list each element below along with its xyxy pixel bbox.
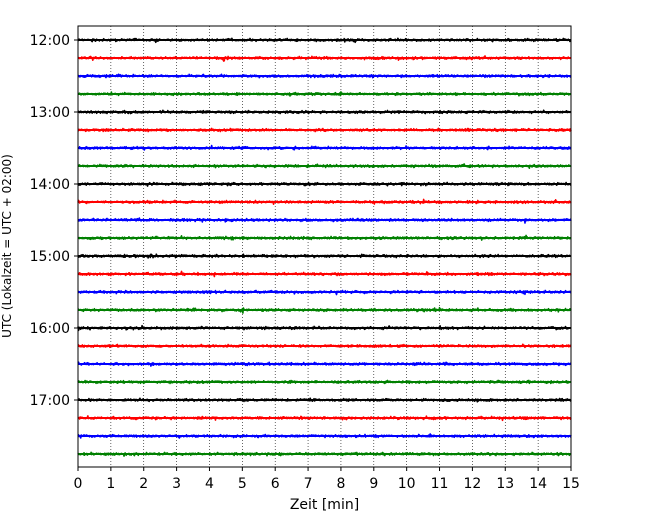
y-axis-label: UTC (Lokalzeit = UTC + 02:00) xyxy=(0,154,14,338)
y-axis: 12:00 13:00 14:00 15:00 16:00 17:00 xyxy=(30,33,78,409)
x-axis: 0 1 2 3 4 5 6 7 8 9 10 11 12 13 14 15 xyxy=(74,467,580,492)
x-tick-label: 9 xyxy=(369,476,378,492)
y-tick-label: 13:00 xyxy=(30,105,70,121)
x-axis-label: Zeit [min] xyxy=(290,497,359,513)
y-tick-label: 15:00 xyxy=(30,249,70,265)
x-tick-label: 6 xyxy=(271,476,280,492)
x-tick-label: 3 xyxy=(172,476,181,492)
x-tick-label: 11 xyxy=(431,476,449,492)
x-tick-label: 4 xyxy=(205,476,214,492)
y-tick-label: 17:00 xyxy=(30,393,70,409)
x-tick-label: 5 xyxy=(238,476,247,492)
plot-frame xyxy=(77,25,572,468)
y-tick-label: 14:00 xyxy=(30,177,70,193)
y-tick-label: 16:00 xyxy=(30,321,70,337)
x-tick-label: 15 xyxy=(562,476,580,492)
x-tick-label: 8 xyxy=(336,476,345,492)
x-tick-label: 13 xyxy=(496,476,514,492)
x-tick-label: 14 xyxy=(529,476,547,492)
x-tick-label: 7 xyxy=(304,476,313,492)
x-tick-label: 1 xyxy=(106,476,115,492)
x-tick-label: 12 xyxy=(463,476,481,492)
y-tick-label: 12:00 xyxy=(30,33,70,49)
x-tick-label: 2 xyxy=(139,476,148,492)
x-tick-label: 10 xyxy=(398,476,416,492)
x-tick-label: 0 xyxy=(74,476,83,492)
traces-layer xyxy=(77,37,572,457)
